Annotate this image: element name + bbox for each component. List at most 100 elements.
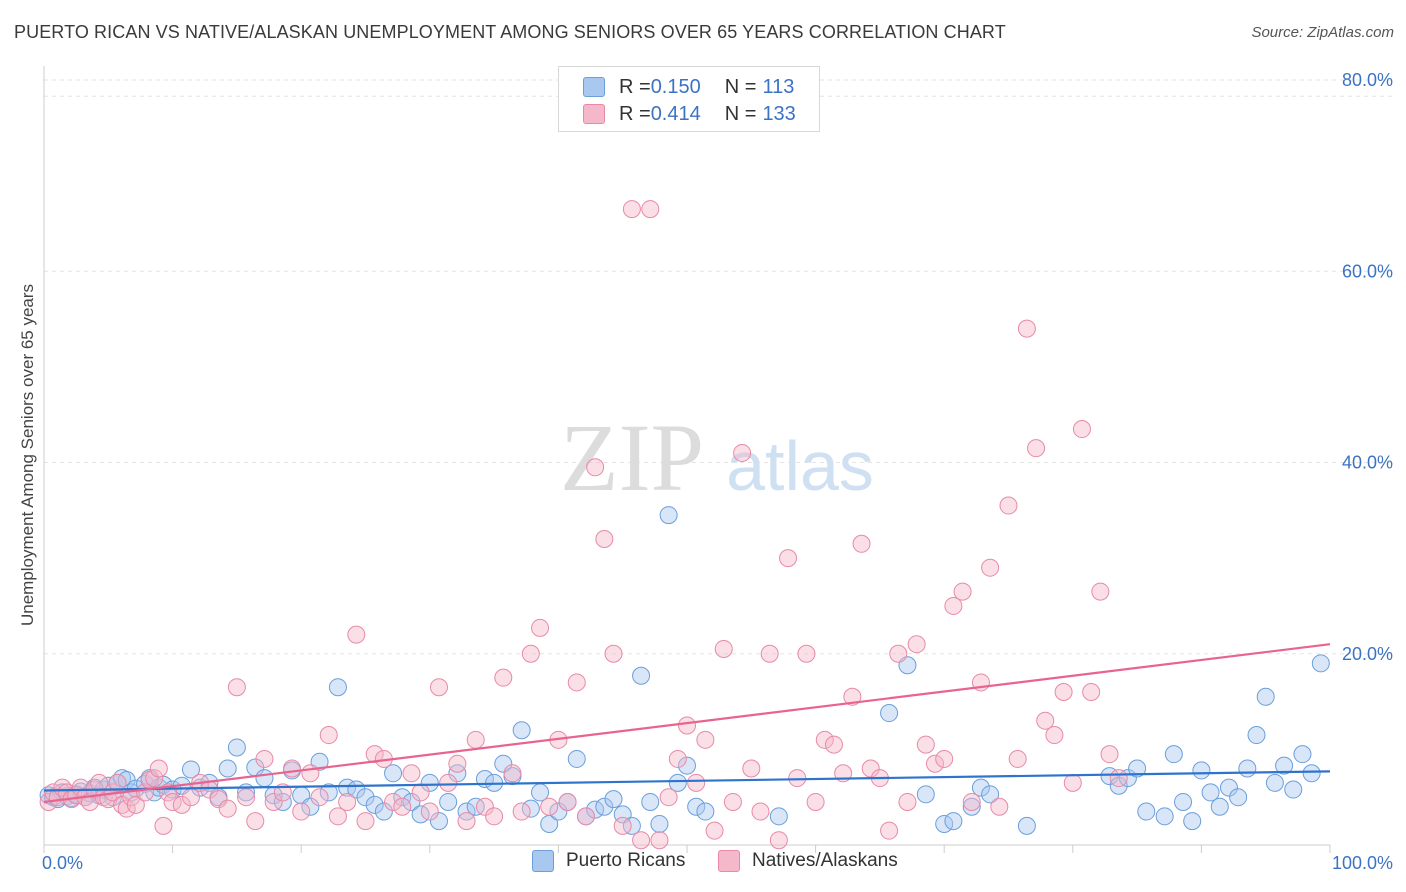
data-point: [1027, 439, 1046, 458]
data-point: [181, 760, 200, 779]
data-point: [760, 644, 779, 663]
data-point: [494, 754, 513, 773]
legend-n-label: N =: [724, 75, 757, 98]
data-point: [384, 764, 403, 783]
data-point: [944, 812, 963, 831]
data-point: [1072, 420, 1091, 439]
data-point: [990, 797, 1009, 816]
legend-n-value: 133: [762, 102, 796, 125]
data-point: [71, 778, 90, 797]
correlation-legend: R = 0.150 N = 113 R = 0.414 N = 133: [558, 66, 820, 132]
data-point: [742, 759, 761, 778]
data-point: [1091, 582, 1110, 601]
data-point: [319, 726, 338, 745]
data-point: [1100, 745, 1119, 764]
data-point: [733, 443, 752, 462]
data-point: [512, 721, 531, 740]
data-point: [907, 635, 926, 654]
data-point: [90, 773, 109, 792]
data-point: [356, 812, 375, 831]
legend-r-value: 0.414: [650, 102, 701, 125]
data-point: [1017, 816, 1036, 835]
data-point: [632, 831, 651, 850]
legend-swatch-natives-alaskans: [718, 850, 740, 872]
data-point: [374, 802, 393, 821]
data-point: [788, 769, 807, 788]
data-point: [632, 666, 651, 685]
data-point: [1137, 802, 1156, 821]
data-point: [981, 558, 1000, 577]
data-point: [1247, 726, 1266, 745]
data-point: [283, 759, 302, 778]
data-point: [1008, 749, 1027, 768]
data-point: [531, 618, 550, 637]
data-point: [237, 788, 256, 807]
y-tick-label: 60.0%: [1342, 261, 1393, 281]
trend-lines: [43, 643, 1331, 804]
data-point: [1174, 792, 1193, 811]
data-point: [576, 807, 595, 826]
data-point: [227, 738, 246, 757]
data-point: [586, 458, 605, 477]
data-point: [540, 797, 559, 816]
legend-swatch-puerto-ricans: [583, 77, 605, 97]
data-point: [558, 792, 577, 811]
data-point: [815, 730, 834, 749]
data-point: [824, 735, 843, 754]
data-point: [1128, 759, 1147, 778]
data-point: [861, 759, 880, 778]
data-point: [365, 795, 384, 814]
data-point: [347, 625, 366, 644]
data-point: [1265, 773, 1284, 792]
data-point: [402, 764, 421, 783]
data-point: [420, 773, 439, 792]
data-point: [797, 644, 816, 663]
data-point: [880, 704, 899, 723]
data-point: [1109, 769, 1128, 788]
data-point: [356, 788, 375, 807]
data-point: [806, 792, 825, 811]
data-point: [1017, 319, 1036, 338]
data-point: [641, 200, 660, 219]
data-point: [999, 496, 1018, 515]
data-point: [319, 783, 338, 802]
data-point: [457, 812, 476, 831]
data-point: [944, 596, 963, 615]
data-point: [916, 785, 935, 804]
natives-alaskans-points: [39, 200, 1128, 850]
data-point: [264, 792, 283, 811]
data-point: [595, 530, 614, 548]
legend-n-label: N =: [724, 102, 757, 125]
data-point: [549, 802, 568, 821]
data-point: [659, 788, 678, 807]
data-point: [411, 783, 430, 802]
data-point: [1082, 683, 1101, 701]
data-point: [880, 821, 899, 840]
data-point: [926, 754, 945, 773]
data-point: [1054, 683, 1073, 701]
data-point: [678, 716, 696, 735]
legend-label-natives-alaskans: Natives/Alaskans: [752, 850, 898, 871]
tick-labels: 20.0% 40.0% 60.0% 80.0% 0.0% 100.0%: [42, 70, 1393, 873]
data-point: [429, 812, 448, 831]
data-point: [668, 773, 687, 792]
data-point: [439, 792, 458, 811]
data-point: [1210, 797, 1229, 816]
data-point: [567, 673, 586, 692]
data-point: [310, 788, 329, 807]
data-point: [898, 792, 917, 811]
data-point: [650, 831, 669, 850]
data-point: [641, 792, 660, 811]
watermark-atlas: atlas: [726, 427, 874, 505]
watermark-zip: ZIP: [560, 404, 704, 511]
data-point: [384, 792, 403, 811]
data-point: [420, 802, 439, 821]
data-point: [843, 687, 862, 706]
data-point: [723, 792, 742, 811]
legend-row-natives-alaskans: R = 0.414 N = 133: [583, 102, 796, 126]
data-point: [604, 644, 623, 663]
data-point: [1164, 745, 1183, 764]
data-point: [1100, 767, 1119, 786]
data-point: [1311, 654, 1330, 673]
